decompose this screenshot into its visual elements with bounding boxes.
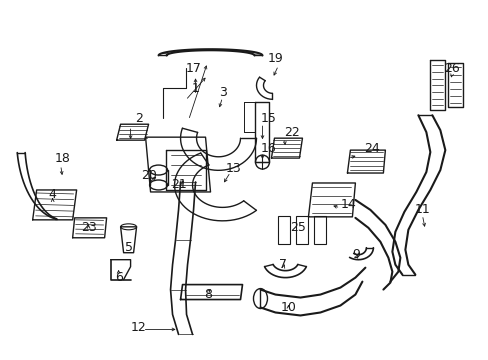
Text: 5: 5 bbox=[124, 241, 132, 254]
Text: 17: 17 bbox=[185, 62, 201, 75]
Text: 14: 14 bbox=[340, 198, 356, 211]
Text: 4: 4 bbox=[49, 188, 57, 202]
Text: 8: 8 bbox=[204, 288, 212, 301]
Text: 24: 24 bbox=[364, 141, 380, 155]
Text: 21: 21 bbox=[170, 179, 186, 192]
Bar bbox=[278, 216, 290, 244]
Text: 18: 18 bbox=[55, 152, 70, 165]
Ellipse shape bbox=[253, 289, 267, 309]
Text: 6: 6 bbox=[114, 271, 122, 284]
Text: 25: 25 bbox=[290, 221, 306, 234]
Text: 20: 20 bbox=[141, 168, 156, 181]
Text: 7: 7 bbox=[279, 258, 287, 271]
Bar bbox=[314, 216, 326, 244]
Text: 22: 22 bbox=[284, 126, 300, 139]
Text: 10: 10 bbox=[280, 301, 296, 314]
Text: 11: 11 bbox=[414, 203, 429, 216]
Text: 23: 23 bbox=[81, 221, 96, 234]
Text: 12: 12 bbox=[130, 321, 146, 334]
Text: 9: 9 bbox=[352, 248, 360, 261]
Bar bbox=[296, 216, 308, 244]
Text: 26: 26 bbox=[444, 62, 459, 75]
Text: 15: 15 bbox=[260, 112, 276, 125]
Text: 19: 19 bbox=[267, 52, 283, 65]
Text: 2: 2 bbox=[134, 112, 142, 125]
Text: 13: 13 bbox=[225, 162, 241, 175]
Text: 1: 1 bbox=[191, 82, 199, 95]
Text: 16: 16 bbox=[260, 141, 276, 155]
Text: 3: 3 bbox=[218, 86, 226, 99]
